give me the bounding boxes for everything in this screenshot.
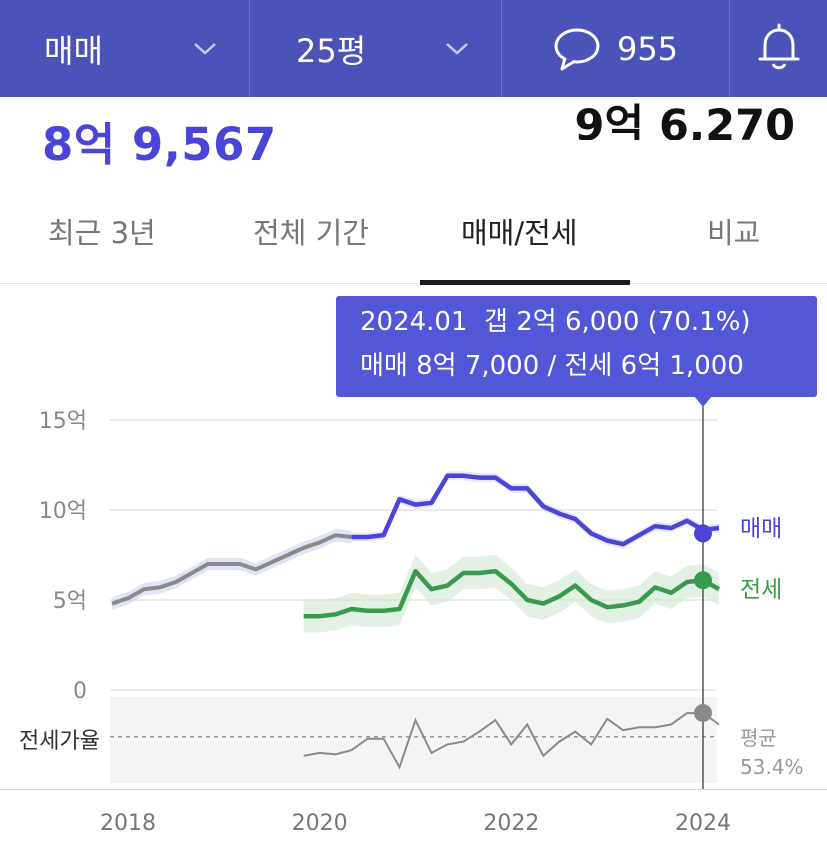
y-tick-label: 0	[73, 679, 87, 704]
tab-all-period[interactable]: 전체 기간	[253, 216, 369, 250]
chart-tooltip: 2024.01 갭 2억 6,000 (70.1%) 매매 8억 7,000 /…	[336, 296, 817, 397]
deal-type-label: 매매	[44, 31, 103, 70]
y-tick-label: 5억	[53, 589, 87, 614]
average-value: 53.4%	[740, 755, 804, 779]
tooltip-pointer	[694, 396, 712, 407]
x-axis-baseline	[0, 789, 827, 790]
current-price: 8억 9,567	[42, 118, 277, 171]
selected-sale-point	[694, 524, 712, 543]
area-dropdown[interactable]: 25평	[250, 0, 502, 97]
active-tab-indicator	[420, 280, 630, 285]
sale-history-line	[111, 533, 352, 606]
comment-count: 955	[616, 29, 679, 68]
tab-recent-3-years[interactable]: 최근 3년	[48, 216, 156, 250]
tab-compare[interactable]: 비교	[707, 216, 761, 250]
sale-range-band	[112, 528, 352, 610]
ratio-panel-label: 전세가율	[19, 729, 100, 754]
chevron-down-icon	[193, 42, 217, 56]
area-label: 25평	[296, 31, 367, 70]
compare-price: 9억 6,270	[574, 101, 795, 140]
chat-bubble-icon	[553, 27, 601, 71]
chevron-down-icon	[445, 42, 469, 56]
average-label: 평균	[740, 726, 777, 750]
tooltip-line-2: 매매 8억 7,000 / 전세 6억 1,000	[360, 351, 744, 381]
jeonse-ratio-line	[303, 711, 720, 770]
period-tabs: 최근 3년 전체 기간 매매/전세 비교	[0, 190, 827, 284]
jeonse-series-line	[303, 568, 721, 619]
selected-ratio-point	[694, 703, 712, 722]
comments-button[interactable]: 955	[502, 0, 730, 97]
deal-type-dropdown[interactable]: 매매	[0, 0, 250, 97]
selected-jeonse-point	[694, 571, 712, 590]
x-tick-label: 2018	[100, 811, 156, 836]
sale-series-label: 매매	[740, 516, 782, 542]
x-tick-label: 2022	[483, 811, 539, 836]
sale-series-line	[351, 473, 720, 547]
jeonse-series-label: 전세	[740, 577, 782, 603]
top-bar: 매매 25평 955	[0, 0, 827, 97]
x-tick-label: 2020	[292, 811, 348, 836]
bell-icon	[757, 23, 801, 75]
tab-sale-jeonse[interactable]: 매매/전세	[461, 216, 578, 250]
notification-button[interactable]	[730, 0, 827, 97]
jeonse-range-band	[303, 555, 719, 633]
ratio-panel-background	[110, 697, 717, 783]
y-tick-label: 15억	[39, 409, 87, 434]
y-tick-label: 10억	[39, 499, 87, 524]
tooltip-line-1: 2024.01 갭 2억 6,000 (70.1%)	[360, 307, 751, 337]
x-tick-label: 2024	[675, 811, 731, 836]
